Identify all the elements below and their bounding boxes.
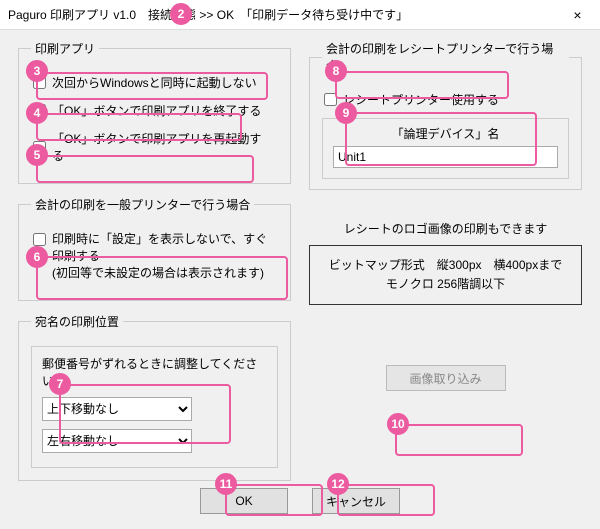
chk-skip-settings-box[interactable] xyxy=(33,233,46,246)
zip-adjust-group: 郵便番号がずれるときに調整してください 上下移動なし 左右移動なし xyxy=(31,346,278,468)
chk-ok-restart[interactable]: 「OK」ボタンで印刷アプリを再起動する xyxy=(31,126,278,168)
chk-ok-exit[interactable]: 「OK」ボタンで印刷アプリを終了する xyxy=(31,98,278,123)
logo-spec-box: ビットマップ形式 縦300px 横400pxまで モノクロ 256階調以下 xyxy=(309,245,582,305)
device-name-input[interactable] xyxy=(333,146,558,168)
chk-skip-settings[interactable]: 印刷時に「設定」を表示しないで、すぐ印刷する (初回等で未設定の場合は表示されま… xyxy=(31,226,278,285)
chk-ok-restart-label: 「OK」ボタンで印刷アプリを再起動する xyxy=(52,130,272,164)
logo-note: レシートのロゴ画像の印刷もできます xyxy=(309,220,582,237)
address-position-group: 宛名の印刷位置 郵便番号がずれるときに調整してください 上下移動なし 左右移動な… xyxy=(18,313,291,481)
chk-skip-settings-label: 印刷時に「設定」を表示しないで、すぐ印刷する (初回等で未設定の場合は表示されま… xyxy=(52,230,272,281)
callout-2: 2 xyxy=(170,3,192,25)
general-printer-legend: 会計の印刷を一般プリンターで行う場合 xyxy=(31,196,254,213)
address-position-legend: 宛名の印刷位置 xyxy=(31,313,123,330)
cancel-button[interactable]: キャンセル xyxy=(312,488,400,514)
ok-button[interactable]: OK xyxy=(200,488,288,514)
chk-skip-settings-l2: (初回等で未設定の場合は表示されます) xyxy=(52,266,264,280)
footer: OK キャンセル xyxy=(0,478,600,524)
callout-11: 11 xyxy=(215,473,237,495)
select-vertical[interactable]: 上下移動なし xyxy=(42,397,192,421)
select-horizontal[interactable]: 左右移動なし xyxy=(42,429,192,453)
chk-use-receipt-box[interactable] xyxy=(324,93,337,106)
callout-4: 4 xyxy=(26,102,48,124)
general-printer-group: 会計の印刷を一般プリンターで行う場合 印刷時に「設定」を表示しないで、すぐ印刷す… xyxy=(18,196,291,301)
print-app-group: 印刷アプリ 次回からWindowsと同時に起動しない 「OK」ボタンで印刷アプリ… xyxy=(18,40,291,184)
callout-6: 6 xyxy=(26,246,48,268)
titlebar: Paguro 印刷アプリ v1.0 接続状態 >> OK 「印刷データ待ち受け中… xyxy=(0,0,600,30)
receipt-printer-legend: 会計の印刷をレシートプリンターで行う場合 xyxy=(322,40,569,74)
left-column: 印刷アプリ 次回からWindowsと同時に起動しない 「OK」ボタンで印刷アプリ… xyxy=(18,40,291,470)
chk-no-autostart-label: 次回からWindowsと同時に起動しない xyxy=(52,74,257,91)
callout-5: 5 xyxy=(26,144,48,166)
chk-skip-settings-l1: 印刷時に「設定」を表示しないで、すぐ印刷する xyxy=(52,232,267,263)
close-button[interactable]: × xyxy=(555,0,600,30)
chk-use-receipt[interactable]: レシートプリンター使用する xyxy=(322,87,569,112)
print-app-legend: 印刷アプリ xyxy=(31,40,99,57)
device-name-group: 「論理デバイス」名 xyxy=(322,118,569,179)
chk-no-autostart[interactable]: 次回からWindowsと同時に起動しない xyxy=(31,70,278,95)
chk-ok-exit-label: 「OK」ボタンで印刷アプリを終了する xyxy=(52,102,261,119)
callout-3: 3 xyxy=(26,60,48,82)
logo-spec-line1: ビットマップ形式 縦300px 横400pxまで xyxy=(320,256,571,275)
callout-9: 9 xyxy=(335,102,357,124)
callout-7: 7 xyxy=(49,373,71,395)
callout-8: 8 xyxy=(325,60,347,82)
image-import-button[interactable]: 画像取り込み xyxy=(386,365,506,391)
callout-12: 12 xyxy=(327,473,349,495)
callout-10: 10 xyxy=(387,413,409,435)
chk-use-receipt-label: レシートプリンター使用する xyxy=(343,91,499,108)
logo-spec-line2: モノクロ 256階調以下 xyxy=(320,275,571,294)
window-title: Paguro 印刷アプリ v1.0 接続状態 >> OK 「印刷データ待ち受け中… xyxy=(8,6,408,23)
zip-adjust-label: 郵便番号がずれるときに調整してください xyxy=(42,355,267,389)
device-name-label: 「論理デバイス」名 xyxy=(333,125,558,142)
